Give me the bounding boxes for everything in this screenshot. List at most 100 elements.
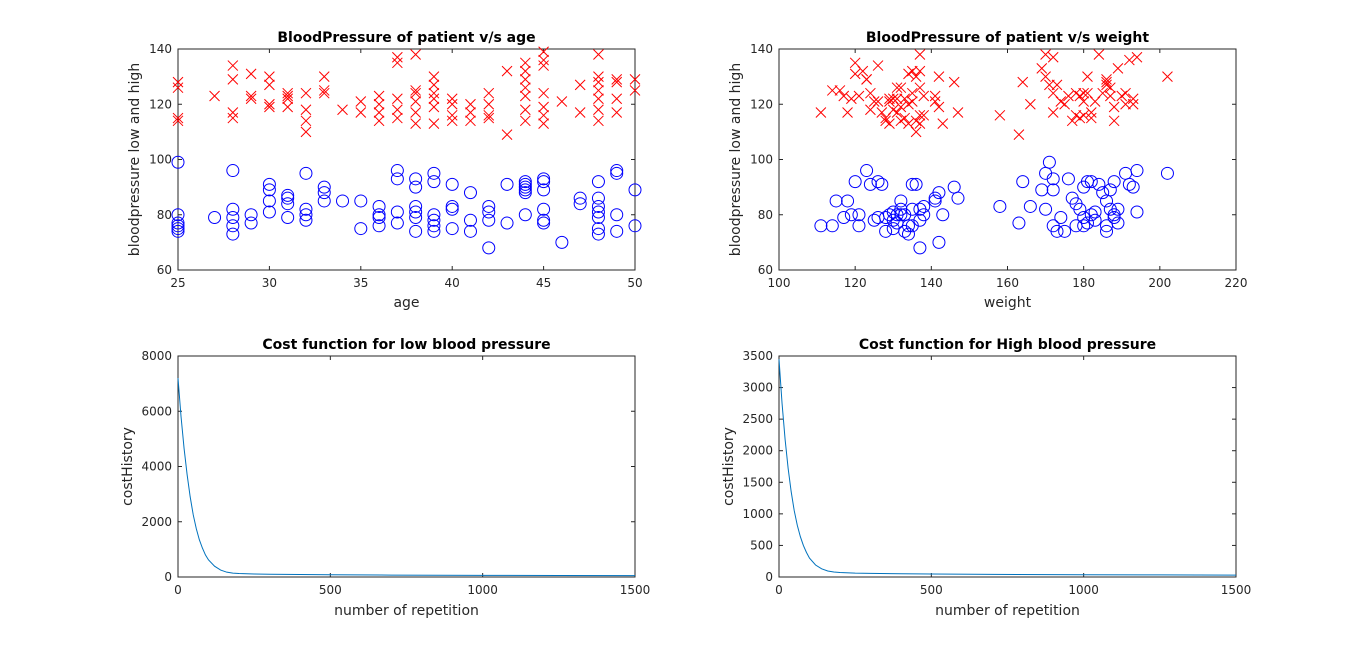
high-bp-point xyxy=(1093,49,1105,60)
high-bp-point xyxy=(1013,129,1025,140)
high-bp-point xyxy=(264,79,275,91)
low-bp-point xyxy=(1107,175,1121,189)
high-bp-point xyxy=(519,115,531,127)
high-bp-point xyxy=(373,90,385,102)
low-bp-point xyxy=(1130,205,1144,219)
low-bp-point xyxy=(427,219,441,233)
low-bp-point xyxy=(299,166,313,180)
high-bp-point xyxy=(392,112,403,124)
low-bp-point xyxy=(591,227,605,241)
low-bp-point xyxy=(932,235,946,249)
high-bp-point xyxy=(410,87,421,99)
low-bp-point xyxy=(226,211,240,225)
y-tick-label: 60 xyxy=(758,263,773,277)
high-bp-point xyxy=(884,118,895,129)
low-bp-point xyxy=(317,194,331,208)
high-bp-point xyxy=(1127,93,1139,105)
low-bp-point xyxy=(262,194,276,208)
low-bp-point xyxy=(1092,177,1106,191)
y-tick-label: 3500 xyxy=(742,349,773,363)
high-bp-point xyxy=(300,115,312,127)
high-bp-point xyxy=(1108,101,1120,113)
low-bp-point xyxy=(1122,177,1136,191)
high-bp-point xyxy=(264,98,275,110)
low-bp-point xyxy=(1058,224,1072,238)
low-bp-point xyxy=(372,219,386,233)
low-bp-point xyxy=(427,213,441,227)
high-bp-point xyxy=(593,104,604,116)
low-bp-point xyxy=(445,222,459,236)
low-bp-point xyxy=(226,227,240,241)
low-bp-point xyxy=(390,205,404,219)
tick-labels: 25 30 35 40 45 50 60 80 100 120 140 xyxy=(149,42,643,290)
low-bp-point xyxy=(281,191,295,205)
high-bp-point xyxy=(1085,112,1097,124)
low-bp-point xyxy=(932,186,946,200)
x-tick-label: 180 xyxy=(1072,276,1095,290)
high-bp-point xyxy=(519,57,531,69)
high-bp-point xyxy=(410,96,421,107)
high-bp-point xyxy=(465,115,476,127)
low-bp-point xyxy=(244,208,258,222)
low-bp-point xyxy=(591,199,605,213)
low-bp-point xyxy=(409,199,423,213)
low-bp-point xyxy=(281,197,295,211)
high-bp-point xyxy=(227,107,239,118)
high-bp-point xyxy=(1040,71,1051,82)
high-bp-point xyxy=(446,115,458,127)
low-bp-point xyxy=(518,175,532,189)
low-bp-point xyxy=(171,224,185,238)
low-bp-point xyxy=(317,186,331,200)
low-bp-point xyxy=(390,172,404,186)
high-bp-point xyxy=(853,90,865,102)
low-bp-point xyxy=(1016,175,1030,189)
high-bp-point xyxy=(282,101,294,113)
x-tick-label: 500 xyxy=(920,583,943,597)
subplot-cost-low: Cost function for low blood pressure num… xyxy=(120,337,650,619)
low-bp-point xyxy=(901,227,915,241)
high-bp-point xyxy=(483,112,495,124)
low-bp-point xyxy=(500,177,514,191)
y-tick-label: 100 xyxy=(750,153,773,167)
high-bp-point xyxy=(428,79,440,91)
high-bp-point xyxy=(933,101,945,113)
y-tick-label: 140 xyxy=(750,42,773,56)
low-bp-point xyxy=(427,224,441,238)
y-tick-label: 80 xyxy=(157,208,172,222)
low-bp-point xyxy=(928,194,942,208)
high-bp-point xyxy=(629,85,641,96)
high-bp-point xyxy=(410,49,421,60)
high-bp-point xyxy=(519,82,531,94)
high-bp-point xyxy=(857,65,869,77)
low-bp-point xyxy=(1126,180,1140,194)
low-bp-point xyxy=(1096,186,1110,200)
high-bp-point xyxy=(1024,98,1036,110)
x-axis-label: age xyxy=(393,295,419,311)
low-bp-point xyxy=(409,172,423,186)
x-tick-label: 1000 xyxy=(467,583,498,597)
low-bp-point xyxy=(591,175,605,189)
y-tick-label: 0 xyxy=(765,570,773,584)
plot-area xyxy=(778,48,1237,271)
high-bp-point xyxy=(593,85,604,96)
low-bp-point xyxy=(226,164,240,178)
low-bp-point xyxy=(905,177,919,191)
low-bp-point xyxy=(852,208,866,222)
low-bp-point xyxy=(610,164,624,178)
high-bp-point xyxy=(918,90,930,102)
high-bp-point xyxy=(172,115,184,127)
high-bp-point xyxy=(910,71,922,82)
high-bp-point xyxy=(891,93,903,105)
low-bp-point xyxy=(1039,202,1053,216)
high-bp-point xyxy=(826,85,838,96)
high-bp-point xyxy=(1040,49,1051,60)
x-tick-label: 200 xyxy=(1148,276,1171,290)
high-bp-point xyxy=(948,76,960,88)
low-bp-point xyxy=(901,219,915,233)
cost-history-line xyxy=(778,359,1237,576)
low-bp-point xyxy=(226,219,240,233)
high-bp-point xyxy=(611,74,623,85)
high-bp-point xyxy=(872,96,884,107)
high-bp-point xyxy=(264,101,275,113)
high-bp-point xyxy=(446,109,458,121)
